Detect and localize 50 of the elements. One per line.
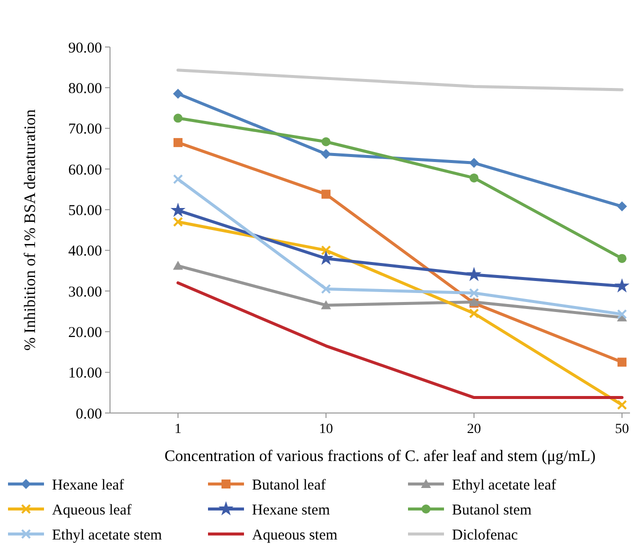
legend-label: Ethyl acetate stem (52, 527, 162, 544)
point (469, 158, 479, 168)
y-tick-label: 80.00 (68, 80, 102, 97)
y-tick-label: 20.00 (68, 324, 102, 341)
point (322, 137, 330, 146)
x-tick-label: 10 (319, 422, 333, 437)
legend-label: Butanol stem (452, 502, 532, 518)
y-tick-label: 30.00 (68, 284, 102, 300)
legend-label: Hexane leaf (52, 477, 124, 494)
y-tick-label: 0.00 (76, 406, 102, 422)
point (617, 400, 627, 410)
point (174, 114, 182, 123)
point (469, 308, 479, 318)
legend-label: Butanol leaf (252, 477, 326, 494)
point (469, 288, 479, 298)
y-tick-label: 10.00 (68, 366, 102, 382)
y-tick-label: 50.00 (68, 202, 102, 219)
legend-label: Ethyl acetate leaf (452, 477, 556, 494)
point (173, 216, 183, 227)
x-tick-label: 20 (467, 422, 481, 437)
x-axis-title: Concentration of various fractions of C. afer leaf and stem (μg/mL) (164, 448, 596, 465)
point (617, 309, 627, 320)
legend-label: Aqueous leaf (52, 502, 132, 518)
legend-label: Aqueous stem (252, 527, 338, 544)
point (322, 190, 330, 199)
point (618, 254, 626, 263)
point (173, 88, 183, 99)
point (617, 201, 627, 212)
point (173, 260, 183, 270)
y-tick-label: 60.00 (68, 162, 102, 178)
line-series (176, 68, 624, 92)
point (174, 138, 182, 148)
point (470, 173, 478, 182)
point (170, 202, 186, 217)
point (321, 148, 331, 159)
point (173, 174, 183, 184)
y-tick-label: 90.00 (68, 40, 102, 56)
y-axis-title: % Inhibition of 1% BSA denaturation (22, 109, 39, 351)
y-tick-label: 40.00 (68, 244, 102, 260)
x-tick-label: 50 (615, 422, 629, 437)
y-tick-label: 70.00 (68, 122, 102, 138)
legend-label: Hexane stem (252, 502, 330, 518)
point (321, 284, 331, 294)
point (614, 278, 630, 293)
point (321, 245, 331, 256)
point (618, 358, 626, 367)
point (321, 300, 331, 310)
point (466, 266, 482, 282)
x-tick-label: 1 (174, 422, 182, 437)
legend-label: Diclofenac (452, 527, 518, 544)
